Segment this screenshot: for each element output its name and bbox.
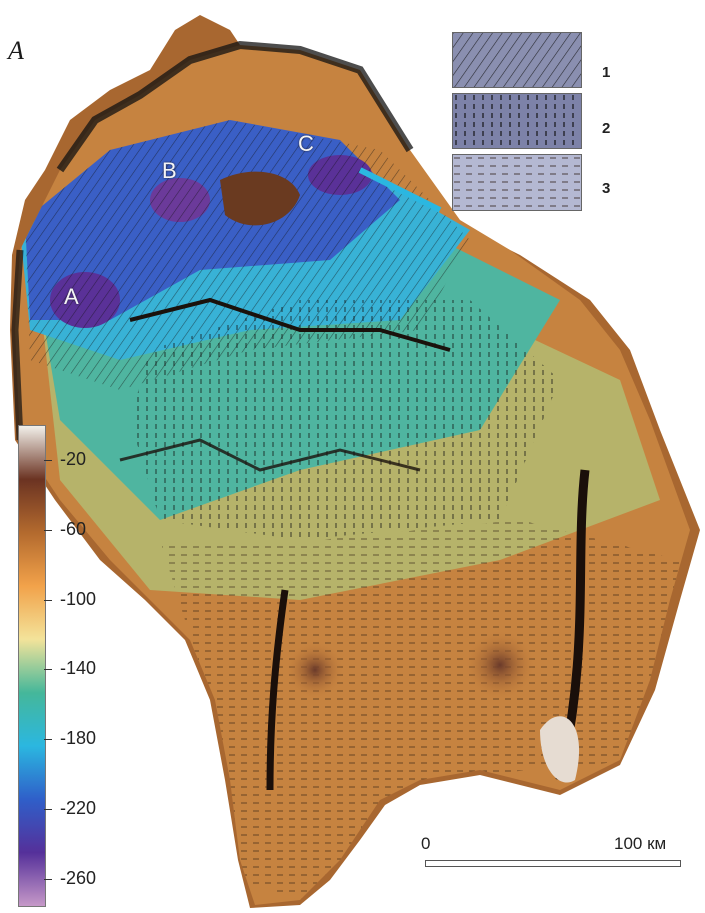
scarp-channel-west bbox=[266, 589, 289, 791]
colorbar-tick bbox=[44, 878, 52, 880]
northeast-spit bbox=[358, 167, 442, 213]
colorbar-gradient bbox=[18, 425, 46, 907]
colorbar-tick bbox=[44, 529, 52, 531]
scale-bar bbox=[425, 860, 681, 867]
depression-east bbox=[466, 631, 534, 699]
light-patch-se bbox=[540, 716, 580, 783]
colorbar-label: -100 bbox=[60, 588, 97, 609]
west-coast-dark bbox=[11, 249, 24, 441]
colorbar-label: -260 bbox=[60, 867, 97, 888]
island-center bbox=[220, 171, 300, 226]
scale-end-label: 100 км bbox=[614, 834, 667, 853]
site-label-c: C bbox=[298, 131, 314, 156]
colorbar-label: -20 bbox=[60, 448, 87, 469]
legend-number-3: 3 bbox=[602, 180, 611, 197]
hatch-zone-horizontal bbox=[160, 520, 680, 900]
colorbar-label: -220 bbox=[60, 798, 97, 818]
colorbar-tick bbox=[44, 669, 52, 671]
legend-swatch-diagonal bbox=[452, 32, 582, 88]
colorbar-label: -180 bbox=[60, 728, 97, 749]
hatch-zone-vertical bbox=[130, 300, 560, 540]
legend-swatch-vertical bbox=[452, 93, 582, 149]
site-label-b: B bbox=[162, 158, 177, 183]
site-label-a: A bbox=[64, 284, 79, 309]
colorbar-label: -140 bbox=[60, 658, 97, 679]
colorbar-tick bbox=[44, 599, 52, 601]
legend-number-2: 2 bbox=[602, 120, 611, 137]
colorbar-tick bbox=[44, 459, 52, 461]
north-coast-dark bbox=[56, 40, 414, 173]
colorbar-label: -60 bbox=[60, 518, 87, 539]
legend-swatch-horizontal bbox=[452, 154, 582, 211]
scarp-ridge-north bbox=[129, 297, 451, 352]
legend-number-1: 1 bbox=[602, 64, 611, 81]
colorbar-tick bbox=[44, 739, 52, 741]
depression-west bbox=[287, 642, 343, 698]
scale-start-label: 0 bbox=[421, 834, 431, 853]
panel-label: A bbox=[8, 36, 24, 65]
scarp-ridge-mid bbox=[119, 438, 421, 472]
colorbar-tick bbox=[44, 809, 52, 810]
